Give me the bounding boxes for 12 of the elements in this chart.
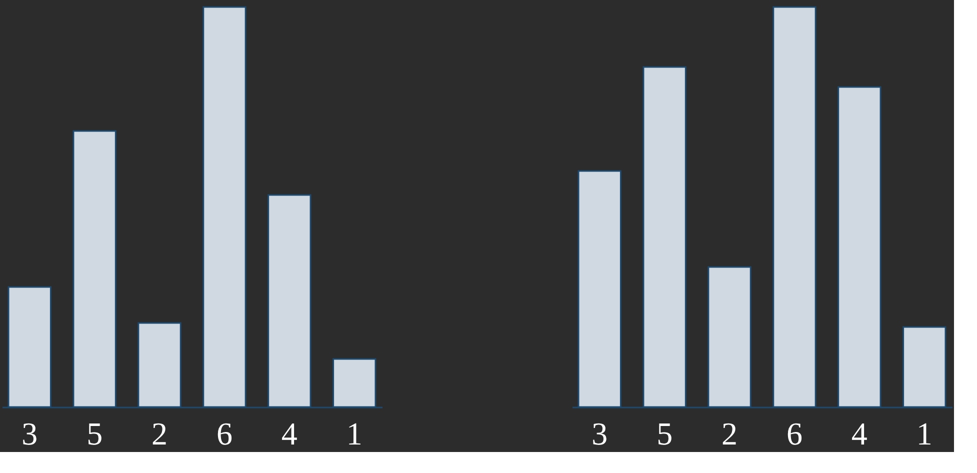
x-tick-label: 3	[592, 416, 608, 452]
x-tick-label: 6	[216, 416, 232, 452]
x-tick-label: 3	[22, 416, 38, 452]
x-tick-label: 6	[786, 416, 802, 452]
x-tick-label: 2	[722, 416, 738, 452]
x-tick-label: 5	[656, 416, 673, 452]
x-tick-label: 4	[281, 416, 298, 452]
x-tick-label: 1	[346, 416, 362, 452]
x-tick-label: 4	[851, 416, 868, 452]
x-tick-label: 1	[916, 416, 932, 452]
x-tick-label: 2	[152, 416, 168, 452]
x-tick-label: 5	[86, 416, 103, 452]
